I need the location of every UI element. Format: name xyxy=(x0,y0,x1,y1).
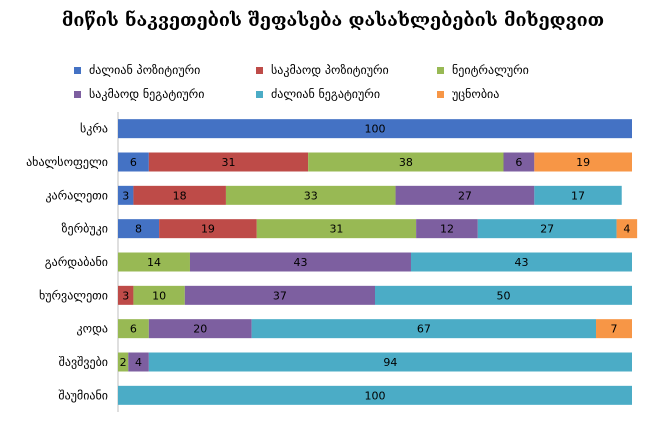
data-label: 38 xyxy=(399,156,413,169)
bar-segment xyxy=(503,152,535,172)
bar-segment xyxy=(477,219,617,239)
bar-segment xyxy=(395,185,535,205)
bar-segment xyxy=(251,319,597,339)
bar-segment xyxy=(148,152,309,172)
data-label: 4 xyxy=(623,223,630,236)
legend-swatch xyxy=(437,90,444,98)
legend-item: უცნობია xyxy=(437,87,499,101)
data-label: 19 xyxy=(201,223,215,236)
bar-segment xyxy=(410,252,632,272)
data-label: 27 xyxy=(458,189,472,202)
bar-segment xyxy=(148,319,252,339)
data-label: 4 xyxy=(135,356,142,369)
legend-item: საკმაოდ პოზიტიური xyxy=(256,63,389,77)
category-label: ახალსოფელი xyxy=(26,155,108,169)
category-label: კარალეთი xyxy=(45,188,108,202)
data-label: 20 xyxy=(193,323,207,336)
legend-label: ნეიტრალური xyxy=(452,63,529,77)
data-label: 43 xyxy=(514,256,528,269)
category-label: გარდაბანი xyxy=(45,255,108,269)
legend-label: საკმაოდ პოზიტიური xyxy=(271,63,389,77)
bar-segment xyxy=(118,185,134,205)
bar-segment xyxy=(118,352,129,372)
legend-item: ნეიტრალური xyxy=(437,63,529,77)
data-label: 3 xyxy=(122,189,129,202)
bar-segment xyxy=(596,319,632,339)
legend-swatch xyxy=(437,66,444,74)
legend-label: ძალიან ნეგატიური xyxy=(271,87,381,101)
bar-segment xyxy=(118,252,190,272)
bar-segment xyxy=(118,285,134,305)
bar-segment xyxy=(375,285,632,305)
data-label: 33 xyxy=(304,189,318,202)
bar-segment xyxy=(308,152,504,172)
data-label: 6 xyxy=(515,156,522,169)
category-label: შავშვები xyxy=(59,355,108,369)
legend-swatch xyxy=(256,66,263,74)
data-label: 17 xyxy=(571,189,585,202)
data-label: 8 xyxy=(135,223,142,236)
data-label: 100 xyxy=(365,123,386,136)
bar-segment xyxy=(133,185,226,205)
category-label: კოდა xyxy=(77,322,108,336)
data-label: 3 xyxy=(122,289,129,302)
legend-label: უცნობია xyxy=(452,87,500,101)
bar-segment xyxy=(118,119,632,139)
category-label: შაუმიანი xyxy=(58,388,108,402)
bar-segment xyxy=(184,285,375,305)
data-label: 43 xyxy=(293,256,307,269)
data-label: 31 xyxy=(222,156,236,169)
data-label: 10 xyxy=(152,289,166,302)
data-label: 50 xyxy=(497,289,511,302)
data-label: 6 xyxy=(130,323,137,336)
legend-swatch xyxy=(74,90,81,98)
data-label: 14 xyxy=(147,256,161,269)
bar-segment xyxy=(118,219,160,239)
category-label: ხურვალეთი xyxy=(39,288,108,302)
bar-segment xyxy=(118,385,632,405)
legend-item: საკმაოდ ნეგატიური xyxy=(74,87,204,101)
data-label: 6 xyxy=(130,156,137,169)
data-label: 27 xyxy=(540,223,554,236)
bar-segment xyxy=(128,352,149,372)
legend-swatch xyxy=(74,66,81,74)
bar-segment xyxy=(616,219,638,239)
category-label: სკრა xyxy=(80,122,108,136)
legend-swatch xyxy=(256,90,263,98)
bar-segment xyxy=(118,319,149,339)
data-label: 100 xyxy=(365,389,386,402)
data-label: 31 xyxy=(329,223,343,236)
bar-segment xyxy=(118,152,149,172)
data-label: 19 xyxy=(576,156,590,169)
category-label: ზერბუკი xyxy=(62,222,108,236)
legend-label: ძალიან პოზიტიური xyxy=(89,63,201,77)
legend-item: ძალიან ნეგატიური xyxy=(256,87,380,101)
chart-title: მიწის ნაკვეთების შეფასება დასახლებების მ… xyxy=(61,10,605,31)
bar-segment xyxy=(189,252,411,272)
data-label: 2 xyxy=(120,356,127,369)
bar-segment xyxy=(133,285,185,305)
data-label: 18 xyxy=(173,189,187,202)
bar-segment xyxy=(416,219,478,239)
bar-segment xyxy=(534,185,622,205)
legend-item: ძალიან პოზიტიური xyxy=(74,63,200,77)
bar-segment xyxy=(534,152,632,172)
legend-label: საკმაოდ ნეგატიური xyxy=(89,87,205,101)
bar-segment xyxy=(159,219,257,239)
data-label: 12 xyxy=(440,223,454,236)
data-label: 67 xyxy=(417,323,431,336)
data-label: 37 xyxy=(273,289,287,302)
data-label: 94 xyxy=(383,356,397,369)
bar-segment xyxy=(256,219,417,239)
data-label: 7 xyxy=(611,323,618,336)
bar-segment xyxy=(225,185,396,205)
bar-segment xyxy=(148,352,632,372)
